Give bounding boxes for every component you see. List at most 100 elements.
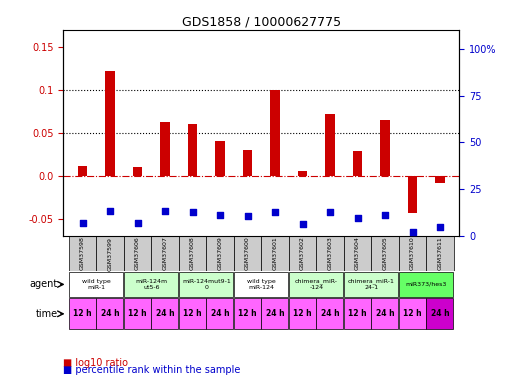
FancyBboxPatch shape: [96, 298, 124, 329]
FancyBboxPatch shape: [289, 272, 343, 297]
Bar: [435, 176, 445, 183]
Text: GSM37600: GSM37600: [245, 237, 250, 270]
FancyBboxPatch shape: [179, 272, 233, 297]
Text: GSM37607: GSM37607: [163, 237, 167, 270]
Point: [106, 208, 115, 214]
Text: 24 h: 24 h: [376, 309, 394, 318]
FancyBboxPatch shape: [124, 298, 151, 329]
Point: [161, 208, 169, 214]
Text: GSM37608: GSM37608: [190, 237, 195, 270]
Text: GSM37599: GSM37599: [108, 237, 112, 270]
Text: 12 h: 12 h: [238, 309, 257, 318]
Bar: [270, 90, 280, 176]
FancyBboxPatch shape: [344, 236, 371, 271]
Text: 24 h: 24 h: [321, 309, 340, 318]
Bar: [188, 123, 197, 176]
FancyBboxPatch shape: [399, 272, 454, 297]
Point: [353, 215, 362, 221]
FancyBboxPatch shape: [316, 236, 344, 271]
Point: [326, 209, 334, 215]
Text: 24 h: 24 h: [211, 309, 230, 318]
FancyBboxPatch shape: [427, 298, 454, 329]
Text: 24 h: 24 h: [266, 309, 285, 318]
Point: [78, 220, 87, 226]
FancyBboxPatch shape: [152, 298, 178, 329]
Point: [271, 209, 279, 214]
Text: wild type
miR-1: wild type miR-1: [82, 279, 111, 290]
Bar: [380, 120, 390, 176]
Text: ■ percentile rank within the sample: ■ percentile rank within the sample: [63, 365, 241, 375]
FancyBboxPatch shape: [344, 272, 398, 297]
FancyBboxPatch shape: [261, 298, 288, 329]
Text: ■ log10 ratio: ■ log10 ratio: [63, 358, 128, 368]
Text: GSM37606: GSM37606: [135, 237, 140, 270]
FancyBboxPatch shape: [399, 236, 427, 271]
FancyBboxPatch shape: [206, 298, 233, 329]
Text: agent: agent: [30, 279, 58, 290]
FancyBboxPatch shape: [69, 298, 96, 329]
Bar: [133, 167, 143, 176]
FancyBboxPatch shape: [344, 298, 371, 329]
Bar: [408, 176, 418, 213]
FancyBboxPatch shape: [152, 236, 179, 271]
Text: 12 h: 12 h: [183, 309, 202, 318]
Title: GDS1858 / 10000627775: GDS1858 / 10000627775: [182, 16, 341, 29]
FancyBboxPatch shape: [234, 236, 261, 271]
Point: [216, 212, 224, 218]
FancyBboxPatch shape: [289, 236, 316, 271]
Text: chimera_miR-
-124: chimera_miR- -124: [295, 279, 338, 290]
Text: GSM37609: GSM37609: [218, 237, 223, 270]
Text: 24 h: 24 h: [431, 309, 449, 318]
FancyBboxPatch shape: [371, 236, 399, 271]
Bar: [78, 165, 88, 176]
Text: GSM37602: GSM37602: [300, 237, 305, 270]
FancyBboxPatch shape: [234, 298, 261, 329]
FancyBboxPatch shape: [371, 298, 398, 329]
FancyBboxPatch shape: [69, 236, 96, 271]
Point: [243, 213, 252, 219]
Text: GSM37603: GSM37603: [327, 237, 333, 270]
Text: GSM37605: GSM37605: [383, 237, 388, 270]
Text: 24 h: 24 h: [156, 309, 174, 318]
FancyBboxPatch shape: [427, 236, 454, 271]
Text: 12 h: 12 h: [73, 309, 92, 318]
FancyBboxPatch shape: [234, 272, 288, 297]
Text: miR373/hes3: miR373/hes3: [406, 282, 447, 287]
Text: time: time: [36, 309, 58, 319]
Text: 12 h: 12 h: [348, 309, 367, 318]
Text: miR-124mut9-1
0: miR-124mut9-1 0: [182, 279, 231, 290]
Text: GSM37598: GSM37598: [80, 237, 85, 270]
Text: 12 h: 12 h: [128, 309, 147, 318]
FancyBboxPatch shape: [124, 272, 178, 297]
Text: 24 h: 24 h: [101, 309, 119, 318]
Bar: [161, 122, 170, 176]
FancyBboxPatch shape: [179, 298, 206, 329]
FancyBboxPatch shape: [289, 298, 316, 329]
Text: GSM37610: GSM37610: [410, 237, 415, 270]
Point: [408, 229, 417, 235]
Text: GSM37604: GSM37604: [355, 237, 360, 270]
Point: [188, 209, 197, 215]
Bar: [353, 151, 362, 176]
FancyBboxPatch shape: [179, 236, 206, 271]
FancyBboxPatch shape: [206, 236, 234, 271]
Point: [436, 224, 445, 230]
Point: [381, 212, 389, 218]
Bar: [105, 71, 115, 176]
Text: 12 h: 12 h: [293, 309, 312, 318]
Text: GSM37601: GSM37601: [272, 237, 278, 270]
Bar: [325, 114, 335, 176]
Bar: [298, 171, 307, 176]
FancyBboxPatch shape: [96, 236, 124, 271]
FancyBboxPatch shape: [261, 236, 289, 271]
Text: 12 h: 12 h: [403, 309, 422, 318]
Bar: [215, 141, 225, 176]
Point: [134, 220, 142, 226]
Text: miR-124m
ut5-6: miR-124m ut5-6: [135, 279, 167, 290]
FancyBboxPatch shape: [316, 298, 343, 329]
Text: chimera_miR-1
24-1: chimera_miR-1 24-1: [348, 279, 395, 290]
Bar: [243, 150, 252, 176]
Point: [298, 220, 307, 226]
Text: wild type
miR-124: wild type miR-124: [247, 279, 276, 290]
Text: GSM37611: GSM37611: [438, 237, 442, 270]
